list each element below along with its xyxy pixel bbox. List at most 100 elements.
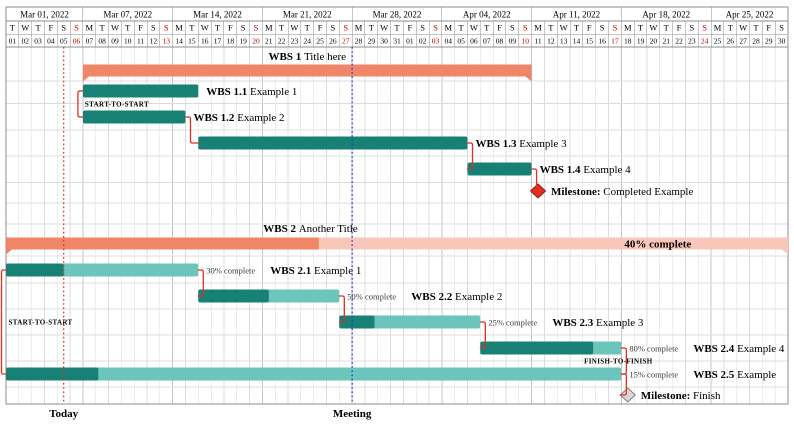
day-number: 19 bbox=[239, 36, 247, 45]
day-number: 18 bbox=[227, 36, 235, 45]
day-number: 01 bbox=[406, 36, 414, 45]
group-title: WBS 2 Another Title bbox=[263, 223, 358, 235]
task-bar-progress-t24 bbox=[480, 341, 594, 355]
dow-letter: F bbox=[407, 23, 412, 33]
milestone-label: Milestone: Finish bbox=[641, 390, 721, 402]
day-number: 14 bbox=[175, 36, 183, 45]
week-label: Apr 18, 2022 bbox=[642, 9, 690, 19]
week-label: Mar 14, 2022 bbox=[193, 9, 242, 19]
day-number: 31 bbox=[393, 36, 401, 45]
day-number: 01 bbox=[9, 36, 17, 45]
task-label: WBS 1.4 Example 4 bbox=[540, 164, 632, 176]
day-number: 02 bbox=[419, 36, 427, 45]
task-progress-label: 50% complete bbox=[347, 291, 396, 301]
dow-letter: T bbox=[100, 23, 106, 33]
dow-letter: S bbox=[164, 23, 169, 33]
dow-letter: T bbox=[125, 23, 131, 33]
dow-letter: T bbox=[215, 23, 221, 33]
day-number: 09 bbox=[111, 36, 119, 45]
dow-letter: W bbox=[470, 23, 478, 33]
dow-letter: F bbox=[138, 23, 143, 33]
week-label: Apr 25, 2022 bbox=[726, 9, 774, 19]
dependency-link-finish-to-start bbox=[529, 168, 538, 192]
day-number: 02 bbox=[21, 36, 29, 45]
vrule-label-meeting: Meeting bbox=[333, 408, 372, 420]
day-number: 11 bbox=[534, 36, 541, 45]
day-number: 20 bbox=[252, 36, 260, 45]
day-number: 09 bbox=[509, 36, 517, 45]
day-number: 13 bbox=[560, 36, 568, 45]
dow-letter: M bbox=[534, 23, 542, 33]
dow-letter: T bbox=[279, 23, 285, 33]
dow-letter: S bbox=[61, 23, 66, 33]
week-label: Mar 07, 2022 bbox=[103, 9, 152, 19]
day-number: 28 bbox=[752, 36, 760, 45]
dow-letter: S bbox=[420, 23, 425, 33]
week-label: Mar 01, 2022 bbox=[20, 9, 69, 19]
dow-letter: T bbox=[189, 23, 195, 33]
dow-letter: M bbox=[624, 23, 632, 33]
group-title: WBS 1 Title here bbox=[268, 51, 346, 63]
task-progress-label: 30% complete bbox=[206, 265, 255, 275]
day-number: 03 bbox=[432, 36, 440, 45]
day-number: 05 bbox=[60, 36, 68, 45]
day-number: 07 bbox=[86, 36, 94, 45]
day-number: 15 bbox=[188, 36, 196, 45]
dependency-link-finish-to-start bbox=[619, 373, 627, 396]
dow-letter: F bbox=[318, 23, 323, 33]
dependency-link-finish-to-start bbox=[479, 321, 486, 349]
dependency-link-start-to-start bbox=[0, 269, 7, 375]
dow-letter: W bbox=[290, 23, 298, 33]
group-tip-left bbox=[6, 249, 12, 255]
day-number: 29 bbox=[765, 36, 773, 45]
dow-letter: S bbox=[433, 23, 438, 33]
day-number: 06 bbox=[470, 36, 478, 45]
task-label: WBS 2.5 Example bbox=[693, 369, 776, 381]
day-number: 04 bbox=[47, 36, 55, 45]
dow-letter: T bbox=[305, 23, 311, 33]
dow-letter: W bbox=[649, 23, 657, 33]
task-bar-progress-t23 bbox=[339, 315, 375, 329]
task-label: WBS 2.1 Example 1 bbox=[270, 265, 361, 277]
task-label: WBS 2.3 Example 3 bbox=[552, 317, 644, 329]
task-bar-t14 bbox=[467, 162, 532, 176]
task-bar-progress-t25 bbox=[6, 367, 99, 381]
day-number: 29 bbox=[368, 36, 376, 45]
dow-letter: T bbox=[638, 23, 644, 33]
day-number: 16 bbox=[598, 36, 606, 45]
milestone-label: Milestone: Completed Example bbox=[551, 186, 693, 198]
day-number: 15 bbox=[586, 36, 594, 45]
dow-letter: M bbox=[265, 23, 273, 33]
dow-letter: S bbox=[331, 23, 336, 33]
dow-letter: F bbox=[766, 23, 771, 33]
task-label: WBS 1.3 Example 3 bbox=[476, 138, 568, 150]
dow-letter: W bbox=[739, 23, 747, 33]
day-number: 03 bbox=[34, 36, 42, 45]
dependency-link-finish-to-start bbox=[466, 142, 474, 170]
dow-letter: M bbox=[175, 23, 183, 33]
dependency-link-finish-to-start bbox=[184, 116, 199, 144]
link-label-start-to-start: START-TO-START bbox=[9, 319, 73, 327]
day-number: 19 bbox=[637, 36, 645, 45]
day-number: 08 bbox=[496, 36, 504, 45]
link-label-start-to-start: START-TO-START bbox=[85, 101, 149, 109]
task-progress-label: 80% complete bbox=[629, 343, 678, 353]
week-label: Apr 11, 2022 bbox=[553, 9, 600, 19]
dow-letter: S bbox=[613, 23, 618, 33]
group-bar-progress-g1 bbox=[82, 64, 532, 77]
dow-letter: W bbox=[111, 23, 119, 33]
task-bar-t12 bbox=[82, 110, 186, 124]
dow-letter: T bbox=[369, 23, 375, 33]
dow-letter: S bbox=[689, 23, 694, 33]
task-progress-label: 25% complete bbox=[488, 317, 537, 327]
dow-letter: T bbox=[394, 23, 400, 33]
dow-letter: F bbox=[497, 23, 502, 33]
task-bar-progress-t21 bbox=[6, 263, 64, 277]
week-label: Mar 28, 2022 bbox=[373, 9, 422, 19]
day-number: 08 bbox=[98, 36, 106, 45]
dow-letter: W bbox=[560, 23, 568, 33]
dow-letter: F bbox=[677, 23, 682, 33]
day-number: 26 bbox=[329, 36, 337, 45]
dow-letter: F bbox=[49, 23, 54, 33]
dow-letter: T bbox=[10, 23, 16, 33]
